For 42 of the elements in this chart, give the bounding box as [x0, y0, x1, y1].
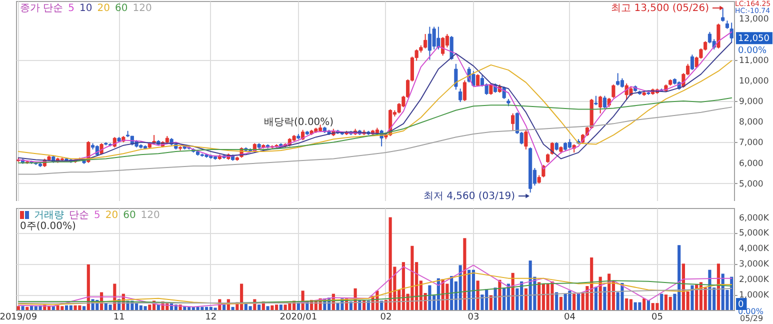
- x-tick-label: 2019/09: [0, 312, 38, 322]
- annotation: 12,050: [738, 34, 770, 44]
- annotation: 배당락(0.00%): [264, 117, 334, 128]
- y-tick-label: 6,000: [739, 158, 764, 169]
- text: 120: [140, 210, 160, 221]
- y-tick-label: 2,000K: [739, 275, 770, 286]
- text: 20: [97, 3, 110, 14]
- text: 05/29: [740, 314, 764, 323]
- text: 5: [94, 210, 100, 221]
- y-tick-label: 1,000K: [739, 290, 770, 301]
- text: 20: [105, 210, 118, 221]
- text: 60: [114, 3, 128, 14]
- y-tick-label: 4,000K: [739, 244, 770, 254]
- annotation: 최고 13,500 (05/26): [611, 3, 710, 14]
- y-tick-label: 11,000: [739, 56, 769, 66]
- annotation: 최저 4,560 (03/19): [423, 191, 516, 202]
- y-tick-label: 5,000K: [739, 228, 770, 239]
- text: 60: [123, 210, 136, 221]
- text: 5: [68, 3, 75, 14]
- legend-title: 단순: [69, 210, 89, 221]
- text: 120: [132, 3, 152, 14]
- y-tick-label: 10,000: [739, 76, 769, 86]
- x-tick-label: 05: [651, 312, 663, 322]
- legend-title: 종가 단순: [20, 3, 64, 14]
- x-tick-label: 2020/01: [280, 312, 318, 322]
- y-tick-label: 6,000K: [739, 213, 770, 224]
- annotation: 0주(0.00%): [20, 221, 76, 232]
- legend-label: 거래량: [34, 210, 64, 221]
- y-tick-label: 5,000: [739, 179, 764, 190]
- x-tick-label: 02: [380, 312, 392, 322]
- x-tick-label: 04: [564, 312, 576, 322]
- y-tick-label: 9,000: [739, 97, 764, 107]
- y-tick-label: 8,000: [739, 118, 764, 128]
- x-tick-label: 12: [205, 312, 217, 322]
- y-tick-label: 3,000K: [739, 260, 770, 270]
- text: 0.00%: [738, 46, 768, 56]
- x-tick-label: 03: [468, 312, 480, 322]
- y-tick-label: 7,000: [739, 138, 764, 148]
- text: 10: [80, 3, 92, 14]
- x-tick-label: 11: [113, 312, 125, 322]
- y-tick-label: 13,000: [739, 14, 769, 25]
- text: 0: [738, 300, 744, 310]
